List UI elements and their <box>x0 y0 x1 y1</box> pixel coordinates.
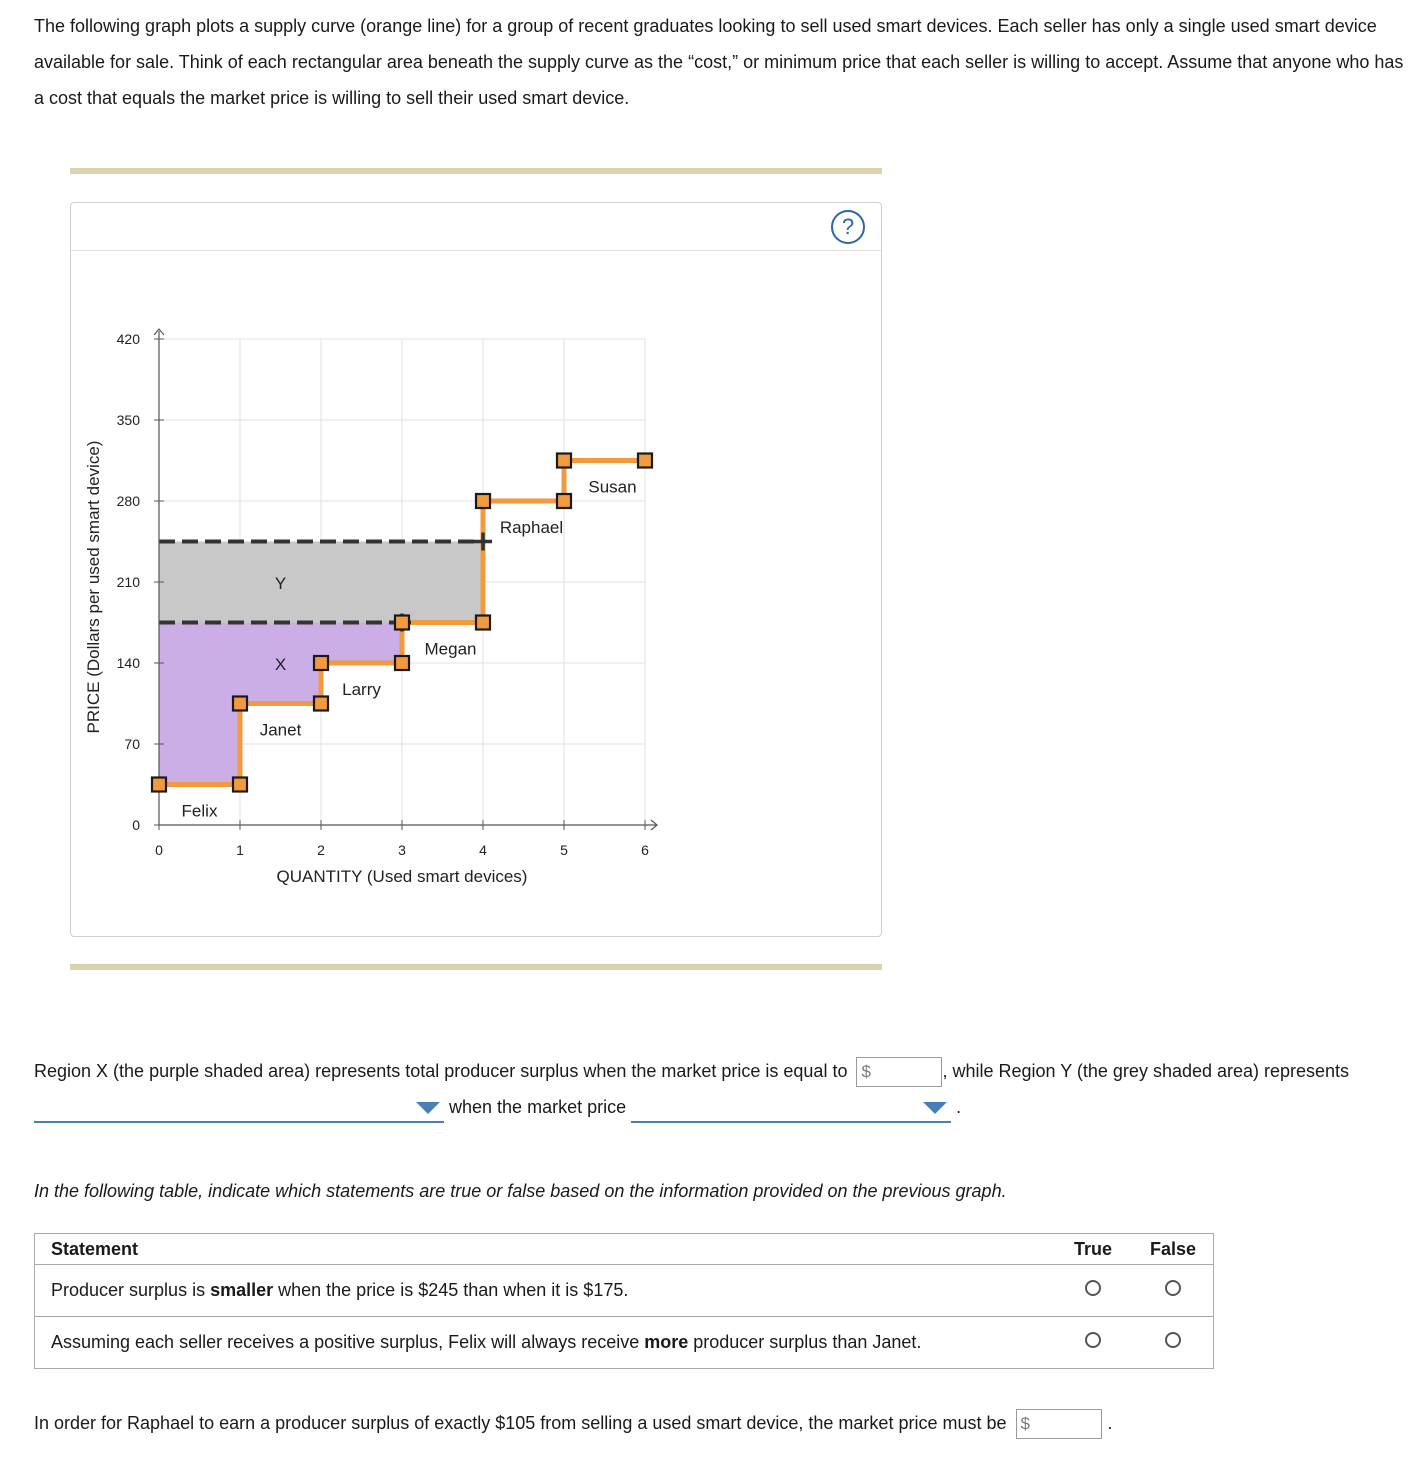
supply-point <box>312 654 330 672</box>
y-axis-label: PRICE (Dollars per used smart device) <box>84 441 103 734</box>
graph-panel-header: ? <box>71 203 881 251</box>
header-true: True <box>1053 1233 1133 1265</box>
statement-table: Statement True False Producer surplus is… <box>34 1233 1214 1369</box>
seller-label: Megan <box>425 640 477 659</box>
statement2-true-radio[interactable] <box>1085 1332 1101 1348</box>
intro-text: The following graph plots a supply curve… <box>34 16 1404 108</box>
market-price-dropdown[interactable] <box>631 1093 952 1124</box>
price-input-box: $ <box>1015 1409 1102 1440</box>
supply-point <box>555 492 573 510</box>
header-statement: Statement <box>34 1233 1053 1265</box>
question-raphael: In order for Raphael to earn a producer … <box>34 1405 1113 1441</box>
y-tick-label: 350 <box>117 412 141 428</box>
plus-marker <box>474 532 492 551</box>
true-cell <box>1053 1264 1133 1317</box>
seller-label: Susan <box>588 478 636 497</box>
x-axis-label: QUANTITY (Used smart devices) <box>277 867 528 886</box>
region-label: Y <box>275 574 286 593</box>
chevron-down-icon <box>923 1102 948 1115</box>
x-axis-arrow <box>650 819 658 831</box>
q1-text-part2: , while Region Y (the grey shaded area) … <box>942 1061 1350 1081</box>
seller-label: Felix <box>182 802 218 821</box>
statement-text: when the price is $245 than when it is $… <box>273 1280 629 1300</box>
y-tick-label: 420 <box>117 331 141 347</box>
top-divider <box>70 168 882 174</box>
y-tick-label: 70 <box>124 736 140 752</box>
supply-point <box>474 614 492 631</box>
q3-end: . <box>1107 1413 1113 1433</box>
y-tick-label: 280 <box>117 493 141 509</box>
supply-point <box>474 492 492 510</box>
false-cell <box>1133 1264 1214 1317</box>
y-axis-arrow <box>153 328 165 336</box>
supply-chart: 0 70 140 210 280 350 420 0 1 2 3 4 5 6 QUANTITY (Used … <box>84 328 658 886</box>
x-tick-label: 6 <box>641 842 649 858</box>
q1-end: . <box>956 1097 962 1117</box>
true-cell <box>1053 1316 1133 1369</box>
price-input-box: $ <box>856 1057 943 1088</box>
statement-emphasis: smaller <box>210 1280 274 1300</box>
statement-cell: Producer surplus is smaller when the pri… <box>34 1264 1053 1317</box>
q1-text-part3: when the market price <box>449 1097 627 1117</box>
y-tick-label: 0 <box>132 817 140 833</box>
supply-point <box>393 614 411 631</box>
x-tick-label: 5 <box>560 842 568 858</box>
supply-point <box>231 776 249 793</box>
region-label: X <box>275 655 286 674</box>
table-instruction: In the following table, indicate which s… <box>34 1181 1007 1201</box>
dollar-sign: $ <box>1020 1414 1030 1434</box>
supply-point <box>150 776 168 793</box>
table-row: Producer surplus is smaller when the pri… <box>34 1264 1214 1317</box>
statement-emphasis: more <box>644 1332 689 1352</box>
x-tick-label: 0 <box>155 842 163 858</box>
statement1-true-radio[interactable] <box>1085 1280 1101 1296</box>
supply-point <box>312 695 330 712</box>
q3-text: In order for Raphael to earn a producer … <box>34 1413 1007 1433</box>
statement2-false-radio[interactable] <box>1165 1332 1181 1348</box>
table-header-row: Statement True False <box>34 1233 1214 1265</box>
seller-label: Raphael <box>500 518 563 537</box>
statement-text: producer surplus than Janet. <box>688 1332 922 1352</box>
supply-point <box>636 452 654 469</box>
q1-text-part1: Region X (the purple shaded area) repres… <box>34 1061 848 1081</box>
x-tick-label: 4 <box>479 842 487 858</box>
supply-point <box>555 452 573 469</box>
x-tick-label: 2 <box>317 842 325 858</box>
statement-text: Producer surplus is <box>51 1280 211 1300</box>
table-row: Assuming each seller receives a positive… <box>34 1316 1214 1369</box>
false-cell <box>1133 1316 1214 1369</box>
statement-text: Assuming each seller receives a positive… <box>51 1332 645 1352</box>
x-tick-label: 1 <box>236 842 244 858</box>
y-tick-label: 140 <box>117 655 141 671</box>
header-false: False <box>1133 1233 1214 1265</box>
bottom-divider <box>70 964 882 970</box>
supply-point <box>393 654 411 672</box>
chevron-down-icon <box>416 1102 440 1115</box>
supply-point <box>231 695 249 712</box>
seller-label: Janet <box>260 721 302 740</box>
region-y-area <box>159 541 483 623</box>
x-tick-label: 3 <box>398 842 406 858</box>
raphael-price-input[interactable] <box>1034 1412 1099 1437</box>
statement1-false-radio[interactable] <box>1165 1280 1181 1296</box>
y-tick-label: 210 <box>117 574 141 590</box>
dollar-sign: $ <box>861 1062 871 1082</box>
region-y-represents-dropdown[interactable] <box>34 1093 444 1124</box>
help-icon[interactable]: ? <box>831 210 865 244</box>
statement-cell: Assuming each seller receives a positive… <box>34 1316 1053 1369</box>
seller-label: Larry <box>342 680 381 699</box>
question-region-fill: Region X (the purple shaded area) repres… <box>34 1053 1404 1125</box>
region-x-price-input[interactable] <box>875 1060 940 1085</box>
